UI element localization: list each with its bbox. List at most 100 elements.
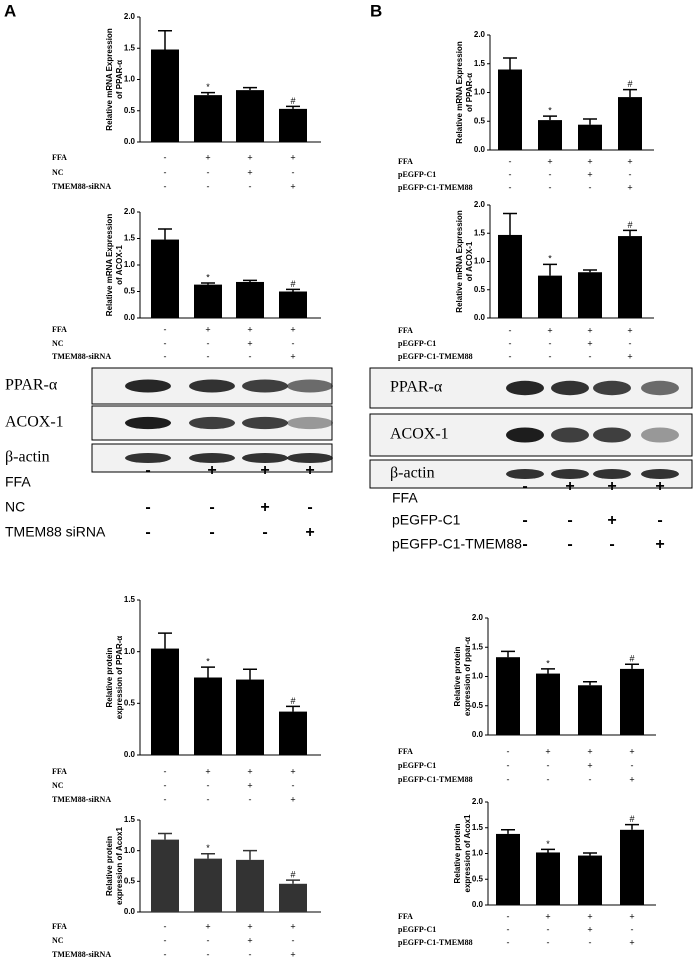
condition-sign: + bbox=[587, 325, 592, 335]
error-bar bbox=[583, 269, 597, 273]
condition-name: FFA bbox=[398, 157, 413, 166]
bar bbox=[496, 833, 520, 905]
y-tick-label: 0.0 bbox=[474, 145, 486, 154]
condition-sign: - bbox=[631, 924, 634, 934]
bar bbox=[538, 275, 562, 318]
condition-sign: - bbox=[164, 794, 167, 804]
condition-name: NC bbox=[52, 168, 64, 177]
condition-sign: + bbox=[247, 338, 252, 348]
condition-sign: - bbox=[549, 351, 552, 361]
condition-sign: - bbox=[292, 935, 295, 945]
condition-sign: - bbox=[507, 746, 510, 756]
error-bar bbox=[158, 832, 172, 840]
condition-sign: - bbox=[507, 937, 510, 947]
condition-sign: - bbox=[164, 324, 167, 334]
blot-band bbox=[641, 427, 679, 443]
blot-condition-sign: - bbox=[567, 536, 572, 553]
bar bbox=[194, 858, 222, 912]
blot-band bbox=[242, 379, 288, 393]
error-bar bbox=[158, 228, 172, 240]
significance-mark: * bbox=[206, 843, 210, 853]
y-axis-label: expression of ppar-α bbox=[463, 637, 472, 716]
y-tick-label: 1.5 bbox=[124, 815, 136, 824]
blot-label: PPAR-α bbox=[390, 379, 443, 396]
bar bbox=[151, 49, 179, 142]
y-axis-label: of ACOX-1 bbox=[465, 241, 474, 281]
blot-band bbox=[189, 379, 235, 393]
blot-band bbox=[287, 379, 333, 393]
significance-mark: * bbox=[548, 105, 552, 115]
condition-sign: - bbox=[509, 325, 512, 335]
y-tick-label: 1.5 bbox=[124, 234, 136, 243]
condition-sign: - bbox=[207, 167, 210, 177]
condition-sign: - bbox=[249, 181, 252, 191]
y-axis-label: Relative mRNA Expression bbox=[455, 41, 464, 144]
condition-name: pEGFP-C1 bbox=[398, 761, 436, 770]
condition-sign: - bbox=[629, 338, 632, 348]
blot-band bbox=[506, 380, 544, 396]
condition-sign: - bbox=[547, 760, 550, 770]
y-tick-label: 0.0 bbox=[474, 313, 486, 322]
condition-sign: - bbox=[164, 338, 167, 348]
condition-sign: - bbox=[549, 182, 552, 192]
condition-name: TMEM88-siRNA bbox=[52, 352, 111, 361]
condition-name: FFA bbox=[52, 922, 67, 931]
bar bbox=[618, 97, 642, 150]
significance-mark: # bbox=[290, 96, 295, 106]
condition-sign: - bbox=[249, 949, 252, 958]
y-tick-label: 0.5 bbox=[124, 106, 136, 115]
condition-sign: - bbox=[207, 351, 210, 361]
y-tick-label: 0.5 bbox=[472, 701, 484, 710]
y-tick-label: 0.0 bbox=[124, 313, 136, 322]
blot-band bbox=[189, 452, 235, 464]
blot-condition-sign: + bbox=[565, 478, 574, 495]
blot-band bbox=[506, 468, 544, 480]
condition-sign: - bbox=[164, 935, 167, 945]
y-tick-label: 0.5 bbox=[472, 874, 484, 883]
error-bar bbox=[541, 848, 555, 853]
condition-name: pEGFP-C1-TMEM88 bbox=[398, 775, 473, 784]
y-tick-label: 0.0 bbox=[124, 137, 136, 146]
blot-condition-sign: + bbox=[305, 524, 314, 541]
blot-condition-sign: + bbox=[305, 462, 314, 479]
y-tick-label: 1.0 bbox=[124, 647, 136, 656]
significance-mark: # bbox=[290, 696, 295, 706]
bar bbox=[536, 673, 560, 735]
blot-condition-sign: - bbox=[567, 512, 572, 529]
condition-sign: - bbox=[207, 949, 210, 958]
condition-sign: + bbox=[627, 351, 632, 361]
condition-sign: - bbox=[249, 351, 252, 361]
blot-band bbox=[593, 427, 631, 443]
y-tick-label: 0.0 bbox=[124, 907, 136, 916]
condition-sign: + bbox=[587, 911, 592, 921]
y-tick-label: 1.5 bbox=[474, 59, 486, 68]
y-tick-label: 0.0 bbox=[472, 900, 484, 909]
blot-band bbox=[641, 380, 679, 396]
y-tick-label: 1.5 bbox=[474, 228, 486, 237]
bar bbox=[538, 120, 562, 150]
y-axis-label: Relative mRNA Expression bbox=[105, 214, 114, 317]
condition-sign: - bbox=[547, 774, 550, 784]
condition-name: NC bbox=[52, 339, 64, 348]
significance-mark: * bbox=[206, 657, 210, 667]
error-bar bbox=[541, 668, 555, 674]
bar bbox=[236, 859, 264, 912]
condition-name: pEGFP-C1 bbox=[398, 925, 436, 934]
error-bar bbox=[158, 30, 172, 50]
y-axis-label: of PPAR-α bbox=[115, 60, 124, 99]
blot-label: ACOX-1 bbox=[5, 414, 64, 431]
condition-sign: + bbox=[247, 935, 252, 945]
error-bar bbox=[286, 105, 300, 109]
condition-name: NC bbox=[52, 936, 64, 945]
y-tick-label: 2.0 bbox=[474, 200, 486, 209]
error-bar bbox=[503, 212, 517, 235]
condition-sign: + bbox=[545, 911, 550, 921]
error-bar bbox=[243, 86, 257, 91]
condition-sign: + bbox=[290, 794, 295, 804]
significance-mark: * bbox=[548, 254, 552, 264]
condition-sign: - bbox=[509, 169, 512, 179]
panel-label: B bbox=[370, 1, 382, 20]
blot-condition-sign: + bbox=[260, 499, 269, 516]
blot-condition-sign: + bbox=[260, 462, 269, 479]
